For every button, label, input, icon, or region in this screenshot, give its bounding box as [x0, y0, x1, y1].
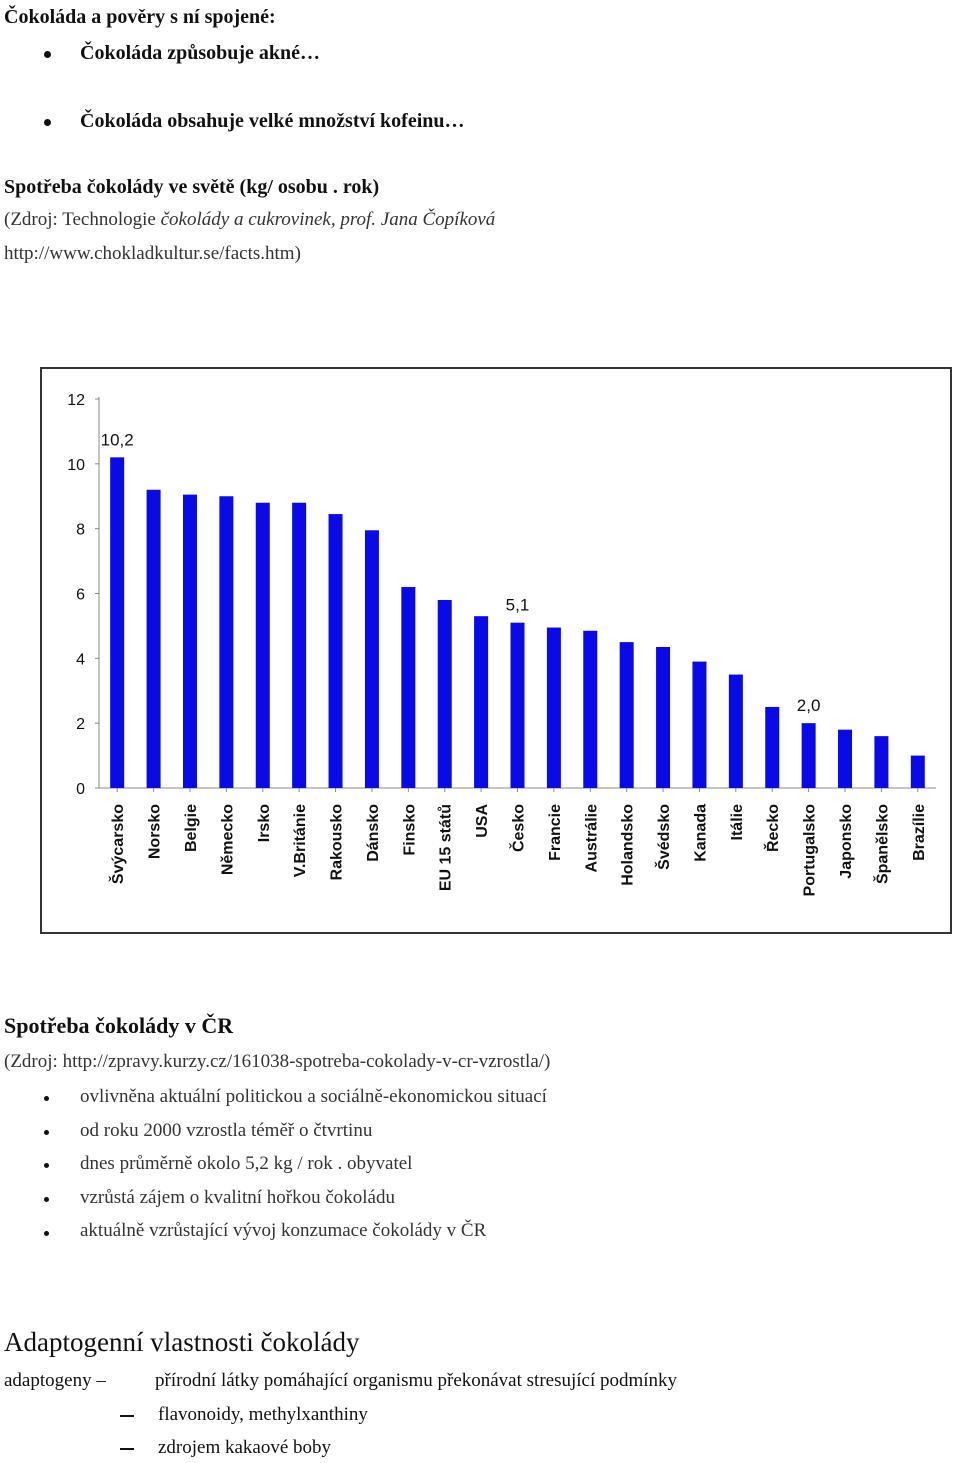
bar: [838, 729, 853, 788]
bullet-icon: [44, 1231, 49, 1236]
x-category-label: Španělsko: [872, 804, 891, 884]
cr-item: vzrůstá zájem o kvalitní hořkou čokoládu: [80, 1187, 395, 1208]
y-tick-label: 10: [67, 457, 85, 474]
adapto-term: adaptogeny –: [4, 1370, 106, 1391]
bar: [728, 674, 743, 788]
bar: [874, 736, 889, 788]
adapto-definition: přírodní látky pomáhající organismu přek…: [155, 1370, 678, 1391]
x-category-label: Norsko: [147, 804, 164, 859]
bar: [910, 755, 925, 788]
bar: [692, 661, 707, 788]
data-label: 5,1: [506, 596, 530, 615]
world-source-italic: čokolády a cukrovinek, prof. Jana Čopíko…: [160, 209, 496, 230]
bar: [146, 489, 161, 788]
x-category-label: Portugalsko: [802, 804, 819, 897]
cr-item: aktuálně vzrůstající vývoj konzumace čok…: [80, 1220, 487, 1241]
cr-item: od roku 2000 vzrostla téměř o čtvrtinu: [80, 1120, 373, 1141]
x-category-label: Finsko: [401, 804, 418, 856]
bar: [619, 642, 634, 788]
bar: [765, 706, 780, 788]
x-category-label: Francie: [547, 804, 564, 861]
bullet-icon: [44, 1163, 49, 1168]
x-category-label: Itálie: [729, 804, 746, 841]
x-category-label: Irsko: [256, 804, 273, 842]
bullet-icon: [44, 1130, 49, 1135]
myth-item: Čokoláda způsobuje akné…: [80, 42, 321, 64]
cr-item: dnes průměrně okolo 5,2 kg / rok . obyva…: [80, 1153, 413, 1174]
adapto-subitem: zdrojem kakaové boby: [158, 1437, 332, 1458]
bar-chart: 0 2 4 6 8 10 12 Švýcarsko Norsko Belgie Německo Irs…: [67, 392, 936, 897]
x-category-label: Česko: [509, 804, 528, 852]
chart-frame: 0 2 4 6 8 10 12 Švýcarsko Norsko Belgie Německo Irs…: [40, 367, 952, 934]
bar: [110, 457, 125, 788]
x-category-label: Rakousko: [329, 804, 346, 881]
data-label: 2,0: [797, 696, 821, 715]
y-tick-label: 2: [76, 716, 85, 733]
bar: [401, 587, 416, 788]
myths-title: Čokoláda a pověry s ní spojené:: [4, 6, 276, 28]
x-category-label: Holandsko: [620, 804, 637, 886]
adapto-title: Adaptogenní vlastnosti čokolády: [4, 1327, 360, 1357]
bar: [801, 723, 816, 788]
bar: [437, 599, 452, 788]
x-category-label: Belgie: [183, 804, 200, 852]
bar: [219, 496, 234, 788]
bullet-icon: [44, 1096, 49, 1101]
dash-icon: [120, 1415, 134, 1417]
y-tick-label: 0: [76, 781, 85, 798]
x-category-label: V.Británie: [292, 804, 309, 877]
bar: [182, 494, 197, 788]
cr-source: (Zdroj: http://zpravy.kurzy.cz/161038-sp…: [4, 1051, 551, 1072]
bar: [583, 630, 598, 788]
bar: [292, 502, 307, 788]
bullet-icon: [44, 119, 51, 126]
bar: [510, 622, 525, 788]
data-label: 10,2: [101, 430, 134, 449]
x-category-label: USA: [474, 804, 491, 838]
y-tick-label: 6: [76, 587, 85, 604]
bar: [328, 514, 343, 788]
x-category-label: Švýcarsko: [108, 804, 127, 884]
x-category-label: Japonsko: [838, 804, 855, 879]
bar: [255, 502, 270, 788]
y-tick-label: 8: [76, 522, 85, 539]
dash-icon: [120, 1448, 134, 1450]
y-tick-label: 12: [67, 392, 85, 409]
bar: [546, 627, 561, 788]
x-category-label: Německo: [219, 804, 236, 875]
adapto-subitem: flavonoidy, methylxanthiny: [158, 1404, 368, 1425]
x-category-label: Švédsko: [654, 804, 673, 870]
world-source-prefix: (Zdroj: Technologie: [4, 209, 161, 230]
x-category-label: EU 15 států: [438, 804, 455, 891]
bar: [656, 646, 671, 788]
bullet-icon: [44, 51, 51, 58]
bullet-icon: [44, 1197, 49, 1202]
world-title: Spotřeba čokolády ve světě (kg/ osobu . …: [4, 176, 380, 198]
bar: [364, 530, 379, 788]
cr-item: ovlivněna aktuální politickou a sociálně…: [80, 1086, 547, 1107]
x-category-label: Brazílie: [911, 804, 928, 861]
x-category-label: Dánsko: [365, 804, 382, 862]
world-source-url: http://www.chokladkultur.se/facts.htm): [4, 243, 301, 264]
x-category-label: Kanada: [692, 804, 709, 862]
myth-item: Čokoláda obsahuje velké množství kofeinu…: [80, 110, 465, 132]
cr-title: Spotřeba čokolády v ČR: [4, 1013, 234, 1038]
bar: [474, 616, 489, 788]
x-category-label: Austrálie: [583, 804, 600, 873]
y-tick-label: 4: [76, 651, 85, 668]
x-category-label: Řecko: [763, 804, 782, 852]
world-source: (Zdroj: Technologie čokolády a cukrovine…: [4, 209, 495, 231]
